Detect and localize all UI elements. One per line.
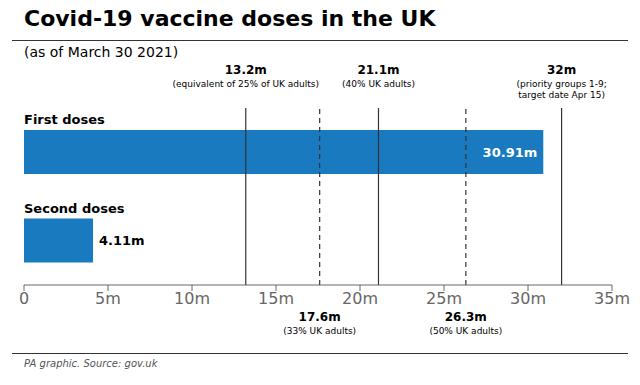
svg-text:32m: 32m — [547, 64, 576, 77]
svg-text:(equivalent of 25% of UK adult: (equivalent of 25% of UK adults) — [173, 79, 319, 89]
svg-text:21.1m: 21.1m — [357, 64, 399, 77]
svg-text:35m: 35m — [594, 289, 630, 308]
svg-text:25m: 25m — [426, 289, 462, 308]
svg-text:(priority groups 1-9;: (priority groups 1-9; — [516, 79, 606, 89]
svg-text:17.6m: 17.6m — [299, 310, 341, 324]
html-text:(as of March 30 2021): (as of March 30 2021) — [24, 44, 179, 60]
svg-text:4.11m: 4.11m — [99, 233, 145, 248]
svg-text:20m: 20m — [342, 289, 378, 308]
html-text:PA graphic. Source: gov.uk: PA graphic. Source: gov.uk — [24, 358, 158, 369]
svg-text:13.2m: 13.2m — [225, 64, 267, 77]
svg-text:5m: 5m — [95, 289, 121, 308]
svg-text:10m: 10m — [174, 289, 210, 308]
html-text:Covid-19 vaccine doses in the: Covid-19 vaccine doses in the UK — [24, 6, 436, 31]
svg-text:26.3m: 26.3m — [445, 310, 487, 324]
svg-text:(50% UK adults): (50% UK adults) — [429, 326, 502, 336]
svg-text:0: 0 — [19, 289, 29, 308]
svg-text:(33% UK adults): (33% UK adults) — [283, 326, 356, 336]
svg-text:Second doses: Second doses — [24, 201, 125, 216]
svg-text:30m: 30m — [510, 289, 546, 308]
svg-text:30.91m: 30.91m — [483, 145, 538, 160]
svg-text:15m: 15m — [258, 289, 294, 308]
svg-text:(40% UK adults): (40% UK adults) — [342, 79, 415, 89]
svg-text:First doses: First doses — [24, 112, 105, 127]
svg-text:target date Apr 15): target date Apr 15) — [518, 90, 605, 100]
